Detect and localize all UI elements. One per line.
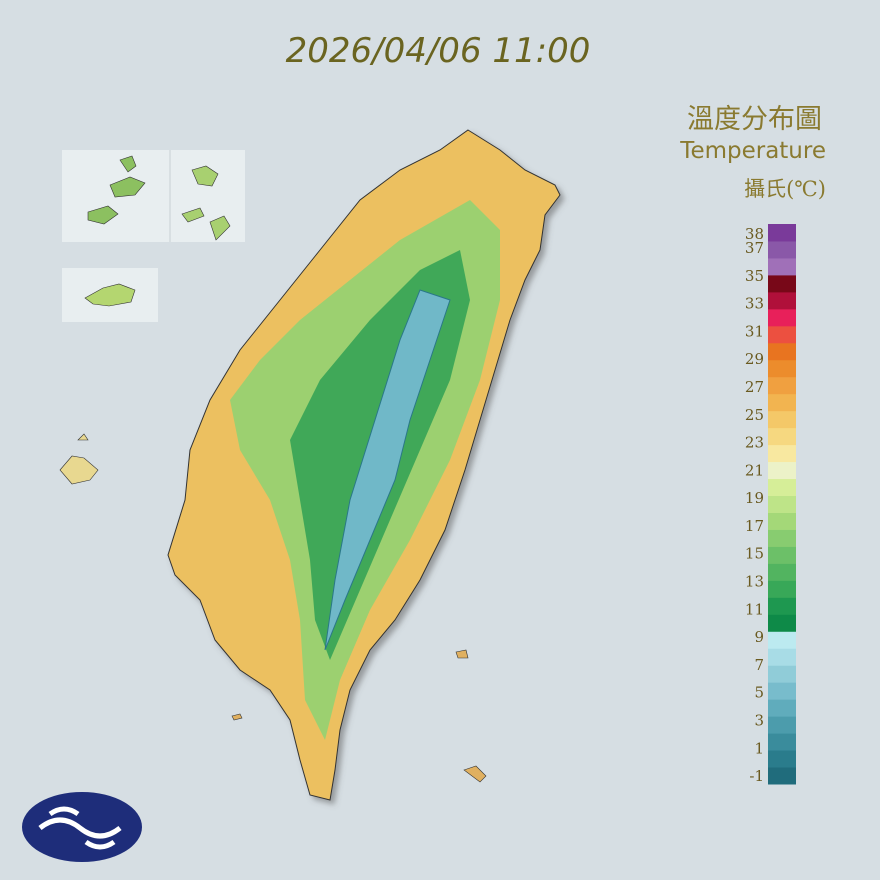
- legend-color: [768, 274, 796, 293]
- legend-color: [768, 342, 796, 361]
- legend-color: [768, 733, 796, 751]
- legend-color: [768, 648, 796, 666]
- legend-unit: 攝氏(℃): [744, 177, 826, 201]
- legend-color: [768, 750, 796, 768]
- legend-color: [768, 444, 796, 463]
- legend-tick-label: 21: [745, 461, 764, 479]
- legend-tick-label: 15: [745, 545, 764, 563]
- legend-color: [768, 512, 796, 530]
- island: [87, 155, 146, 225]
- legend-subtitle: Temperature: [679, 138, 826, 164]
- legend-color: [768, 665, 796, 683]
- legend-tick-label: 19: [745, 489, 764, 507]
- legend-tick-label: 25: [745, 406, 764, 424]
- legend-color: [768, 631, 796, 649]
- legend-tick-label: 9: [754, 628, 764, 646]
- taiwan: [167, 129, 561, 801]
- legend-color: [768, 580, 796, 598]
- temperature-zone-cold: [324, 289, 451, 651]
- island: [231, 649, 487, 783]
- legend-color: [768, 529, 796, 547]
- legend-tick-label: 27: [745, 378, 764, 396]
- legend-color: [768, 682, 796, 700]
- island: [84, 283, 136, 307]
- legend-color: [768, 563, 796, 581]
- logo-waves: [38, 806, 122, 850]
- legend-color: [768, 699, 796, 717]
- timestamp: 2026/04/06 11:00: [286, 31, 591, 71]
- legend-color: [768, 410, 796, 429]
- legend-tick-label: 23: [745, 434, 764, 452]
- legend-color: [768, 478, 796, 497]
- legend-tick-label: 33: [745, 295, 764, 313]
- legend-title: 溫度分布圖: [687, 104, 822, 135]
- legend-tick-label: 38: [745, 225, 764, 243]
- legend-tick-label: 29: [745, 350, 764, 368]
- legend-tick-label: 3: [754, 711, 764, 729]
- legend-color: [768, 716, 796, 734]
- legend-tick-label: 17: [745, 517, 764, 535]
- legend-tick-label: 31: [745, 322, 764, 340]
- legend-color: [768, 359, 796, 378]
- legend-tick-label: 13: [745, 573, 764, 591]
- legend-color: [768, 376, 796, 395]
- legend-color: [768, 427, 796, 446]
- legend-tick-label: 35: [745, 267, 764, 285]
- legend-color: [768, 597, 796, 615]
- legend-color: [768, 308, 796, 327]
- legend-tick-label: 5: [754, 684, 764, 702]
- legend-color: [768, 767, 796, 785]
- legend-color: [768, 393, 796, 412]
- logo: [22, 792, 142, 862]
- legend-color: [768, 495, 796, 513]
- island: [181, 165, 231, 241]
- legend-color: [768, 325, 796, 344]
- legend-color: [768, 546, 796, 564]
- legend-tick-label: 7: [754, 656, 764, 674]
- legend-color: [768, 224, 796, 242]
- legend-tick-label: -1: [749, 767, 764, 785]
- legend-color: [768, 614, 796, 632]
- legend-color: [768, 257, 796, 276]
- legend-color: [768, 240, 796, 259]
- legend-color: [768, 461, 796, 480]
- legend-color: [768, 291, 796, 310]
- inset-islands: [59, 150, 487, 783]
- island: [59, 433, 99, 485]
- legend-tick-label: 1: [754, 739, 764, 757]
- legend-tick-label: 11: [745, 600, 764, 618]
- legend-tick-label: 37: [745, 239, 764, 257]
